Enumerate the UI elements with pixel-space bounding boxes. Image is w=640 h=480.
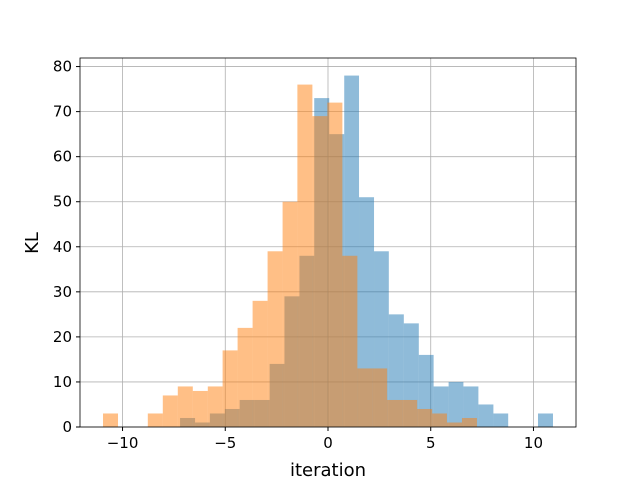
x-tick-label: −10 xyxy=(107,434,139,452)
bar xyxy=(312,116,328,427)
y-tick-label: 60 xyxy=(53,148,72,166)
y-tick-label: 70 xyxy=(53,103,72,121)
x-tick-label: 0 xyxy=(323,434,333,452)
bar xyxy=(417,408,433,427)
bar xyxy=(103,413,119,427)
y-tick-label: 20 xyxy=(53,328,72,346)
bar xyxy=(357,368,373,427)
y-tick-label: 80 xyxy=(53,58,72,76)
x-tick-label: 5 xyxy=(426,434,436,452)
y-tick-label: 10 xyxy=(53,373,72,391)
plot-frame xyxy=(79,57,577,428)
bar xyxy=(237,327,253,427)
y-axis-label: KL xyxy=(22,232,43,254)
y-tick-label: 0 xyxy=(62,418,72,436)
bar xyxy=(327,102,343,427)
bar xyxy=(463,386,479,427)
x-axis-label: iteration xyxy=(290,460,366,480)
bar xyxy=(461,417,477,427)
bar xyxy=(222,350,238,427)
bar xyxy=(387,399,403,427)
bar xyxy=(297,84,313,427)
bar xyxy=(267,251,283,427)
bar xyxy=(448,381,464,427)
bar xyxy=(372,368,388,427)
bar xyxy=(446,422,462,427)
bar xyxy=(342,255,358,427)
bar xyxy=(493,413,509,427)
bar xyxy=(162,395,178,427)
y-tick-label: 30 xyxy=(53,283,72,301)
y-tick-label: 40 xyxy=(53,238,72,256)
bar xyxy=(388,314,404,427)
x-tick-label: −5 xyxy=(214,434,236,452)
bar xyxy=(252,300,268,427)
x-tick-label: 10 xyxy=(524,434,543,452)
bar xyxy=(432,413,447,427)
y-tick-label: 50 xyxy=(53,193,72,211)
bar xyxy=(147,413,163,427)
bar xyxy=(192,390,208,427)
bar xyxy=(537,413,553,427)
bar xyxy=(177,386,193,427)
bar xyxy=(402,399,418,427)
bar xyxy=(282,201,298,427)
bar xyxy=(207,386,223,427)
bar xyxy=(478,404,494,427)
